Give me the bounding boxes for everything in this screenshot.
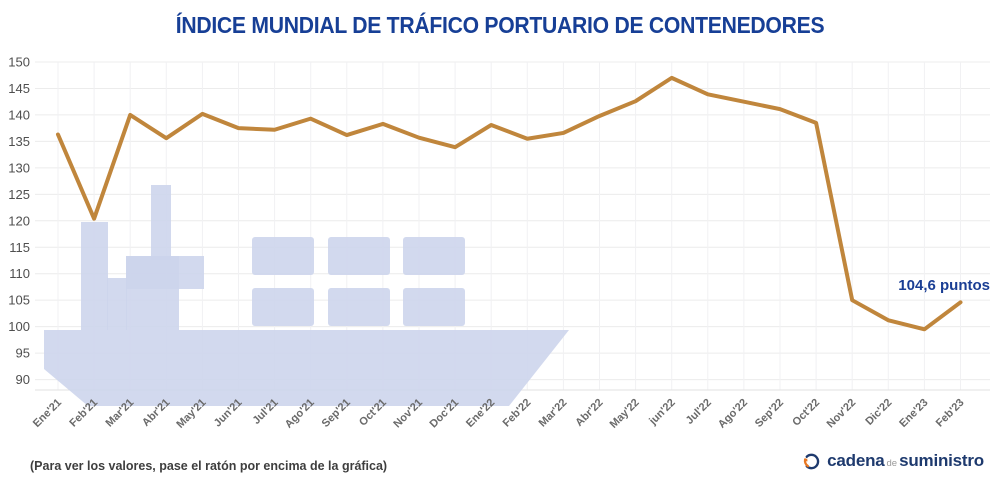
logo-word-suministro: suministro [899, 451, 984, 470]
x-axis-tick-label: jun'22 [646, 397, 677, 428]
x-axis-tick-label: Dic'22 [863, 397, 894, 428]
container-ship-icon [44, 185, 569, 406]
ship-container [403, 288, 465, 326]
ship-container [252, 288, 314, 326]
ship-bridge-wing [126, 256, 204, 289]
y-axis-tick-label: 125 [8, 187, 30, 202]
x-axis-tick-label: Mar'22 [537, 397, 570, 430]
ship-container [328, 288, 390, 326]
ship-mast [151, 185, 171, 260]
last-value-annotation: 104,6 puntos [898, 277, 990, 294]
x-axis-tick-label: Sep'22 [753, 397, 786, 430]
ship-container [252, 237, 314, 275]
ship-funnel [81, 222, 108, 330]
logo-word-de: de [886, 457, 898, 469]
y-axis-tick-label: 150 [8, 55, 30, 70]
y-axis-tick-label: 95 [16, 346, 30, 361]
x-axis-tick-label: Abr'22 [573, 397, 605, 429]
chart-title: ÍNDICE MUNDIAL DE TRÁFICO PORTUARIO DE C… [175, 12, 825, 38]
x-axis-tick-label: Nov'22 [825, 397, 859, 431]
y-axis-tick-label: 105 [8, 293, 30, 308]
y-axis-tick-label: 135 [8, 134, 30, 149]
y-axis-tick-label: 145 [8, 81, 30, 96]
ship-container [403, 237, 465, 275]
cadena-de-suministro-logo[interactable]: cadena de suministro [802, 451, 984, 471]
ship-deckhouse [107, 278, 127, 330]
x-axis-tick-label: Ene'21 [31, 397, 64, 430]
y-axis-tick-label: 140 [8, 107, 30, 122]
y-axis-tick-label: 90 [16, 372, 30, 387]
y-axis-tick-label: 115 [9, 240, 30, 255]
y-axis-tick-label: 130 [8, 160, 30, 175]
x-axis-tick-label: Feb'23 [934, 397, 967, 430]
logo-word-cadena: cadena [827, 451, 885, 470]
y-axis-tick-label: 120 [8, 213, 30, 228]
x-axis-tick-label: Ago'22 [716, 397, 750, 431]
hover-hint-note: (Para ver los valores, pase el ratón por… [30, 459, 388, 473]
x-axis-tick-label: May'22 [608, 397, 642, 431]
traffic-index-line[interactable] [56, 75, 963, 332]
ship-container [328, 237, 390, 275]
x-axis-tick-label: Oct'22 [790, 397, 822, 429]
x-axis-tick-label: Ene'23 [897, 397, 930, 430]
y-axis-labels: 90 95 100 105 110 115 120 125 130 135 140 145 150 [8, 55, 30, 388]
y-axis-tick-label: 110 [9, 266, 30, 281]
x-axis-tick-label: Jul'22 [684, 397, 714, 427]
ship-hull [44, 330, 569, 406]
circular-arrows-icon [803, 453, 820, 469]
y-axis-tick-label: 100 [8, 319, 30, 334]
